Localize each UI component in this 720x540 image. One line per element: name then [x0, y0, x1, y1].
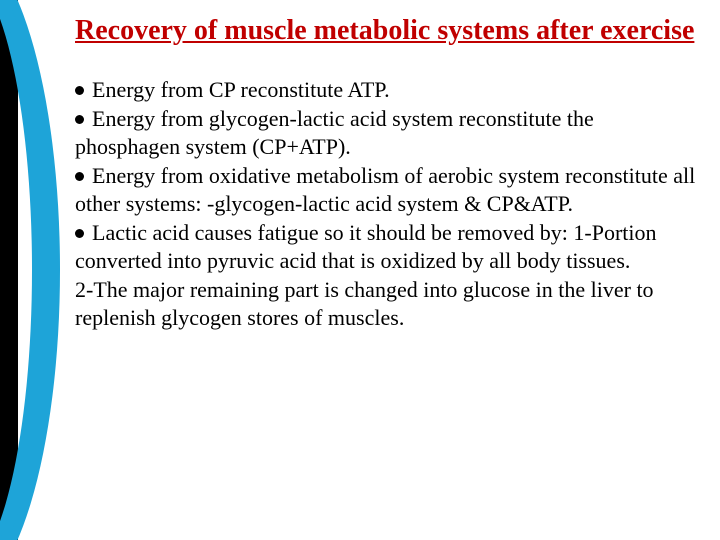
list-item-continuation: 2-The major remaining part is changed in… [75, 276, 696, 331]
slide-content: Recovery of muscle metabolic systems aft… [75, 14, 696, 333]
bullet-text: Energy from glycogen-lactic acid system … [75, 106, 594, 159]
list-item: Energy from glycogen-lactic acid system … [75, 105, 696, 160]
bullet-icon [75, 229, 84, 238]
bullet-icon [75, 86, 84, 95]
left-decoration [0, 0, 60, 540]
slide-title: Recovery of muscle metabolic systems aft… [75, 14, 696, 48]
bullet-text: Energy from oxidative metabolism of aero… [75, 163, 695, 216]
bullet-list: Energy from CP reconstitute ATP. Energy … [75, 76, 696, 332]
list-item: Energy from CP reconstitute ATP. [75, 76, 696, 104]
list-item: Energy from oxidative metabolism of aero… [75, 162, 696, 217]
bullet-icon [75, 115, 84, 124]
bullet-text: Energy from CP reconstitute ATP. [92, 77, 390, 102]
bullet-icon [75, 172, 84, 181]
list-item: Lactic acid causes fatigue so it should … [75, 219, 696, 274]
bullet-text: Lactic acid causes fatigue so it should … [75, 220, 657, 273]
bullet-text: 2-The major remaining part is changed in… [75, 277, 654, 330]
